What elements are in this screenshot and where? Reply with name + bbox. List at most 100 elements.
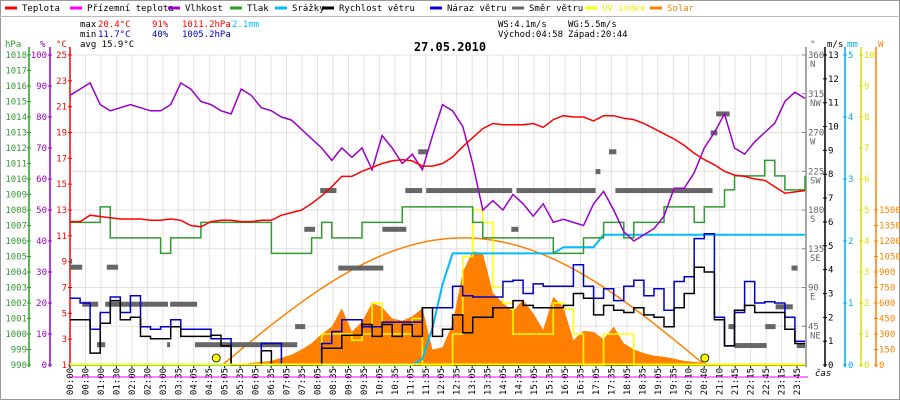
wind-direction-bar xyxy=(70,258,73,264)
legend-label: Náraz větru xyxy=(447,4,507,14)
stat-avg-temp: avg 15.9°C xyxy=(80,40,134,50)
legend-item-vlhkost: Vlhkost xyxy=(168,4,223,14)
wind-direction-bar xyxy=(167,342,171,348)
solar-tick-label: 0 xyxy=(879,361,884,371)
direction-tick-label: 360 xyxy=(808,51,824,61)
time-tick-label: 18:35 xyxy=(638,368,648,395)
legend-item-přízemní-teplota: Přízemní teplota xyxy=(70,4,174,14)
time-tick-label: 10:35 xyxy=(391,368,401,395)
time-tick-label: 11:05 xyxy=(406,368,416,395)
pressure-tick-label: 1011 xyxy=(5,160,27,170)
direction-compass-label: N xyxy=(810,60,815,70)
humidity-line xyxy=(69,81,806,242)
time-tick-label: 15:05 xyxy=(530,368,540,395)
pressure-tick-label: 1009 xyxy=(5,191,27,201)
legend-item-tlak: Tlak xyxy=(230,4,269,14)
time-tick-label: 04:35 xyxy=(205,368,215,395)
direction-compass-label: S xyxy=(810,215,815,225)
legend-label: Tlak xyxy=(247,4,269,14)
wind-tick-label: 13 xyxy=(828,51,839,61)
pressure-tick-label: 1018 xyxy=(5,51,27,61)
temperature-tick-label: 19 xyxy=(56,129,67,139)
humidity-tick-label: 90 xyxy=(36,82,47,92)
time-tick-label: 21:45 xyxy=(731,368,741,395)
pressure-tick-label: 1000 xyxy=(5,330,27,340)
solar-tick-label: 1500 xyxy=(879,206,900,216)
temperature-tick-label: 1 xyxy=(62,361,67,371)
direction-compass-label: SE xyxy=(810,254,821,264)
x-axis-label: čas xyxy=(815,368,831,379)
time-tick-label: 14:35 xyxy=(515,368,525,395)
time-tick-label: 07:35 xyxy=(298,368,308,395)
direction-tick-label: 315 xyxy=(808,90,824,100)
direction-tick-label: 225 xyxy=(808,167,824,177)
uv-tick-label: 2 xyxy=(864,299,869,309)
time-tick-label: 16:05 xyxy=(561,368,571,395)
pressure-tick-label: 1002 xyxy=(5,299,27,309)
wind-direction-bar xyxy=(511,226,519,232)
wind-direction-bar xyxy=(734,343,767,349)
wind-direction-bar xyxy=(728,324,736,330)
pressure-tick-label: 1005 xyxy=(5,253,27,263)
stat-min-humidity: 40% xyxy=(152,30,169,40)
solar-tick-label: 900 xyxy=(879,268,895,278)
solar-tick-label: 1200 xyxy=(879,237,900,247)
time-tick-label: 22:15 xyxy=(747,368,757,395)
rain-tick-label: 3 xyxy=(848,175,853,185)
time-tick-label: 13:35 xyxy=(484,368,494,395)
wind-tick-label: 9 xyxy=(828,146,833,156)
wind-direction-bar xyxy=(791,265,798,271)
time-tick-label: 08:35 xyxy=(329,368,339,395)
legend-item-rychlost-větru: Rychlost větru xyxy=(322,4,415,14)
stat-max-temp: 20.4°C xyxy=(98,20,131,30)
wind-tick-label: 3 xyxy=(828,289,833,299)
temperature-tick-label: 15 xyxy=(56,180,67,190)
wind-direction-bar xyxy=(609,149,617,155)
direction-compass-label: W xyxy=(810,138,816,148)
humidity-tick-label: 10 xyxy=(36,330,47,340)
humidity-tick-label: 20 xyxy=(36,299,47,309)
time-tick-label: 23:15 xyxy=(778,368,788,395)
uv-tick-label: 3 xyxy=(864,268,869,278)
humidity-tick-label: 50 xyxy=(36,206,47,216)
wind-direction-bar xyxy=(516,188,596,194)
direction-compass-label: E xyxy=(810,293,815,303)
wind-direction-bar xyxy=(716,111,730,117)
wind-direction-bar xyxy=(105,301,168,307)
legend-item-teplota: Teplota xyxy=(5,4,60,14)
wind-direction-bar xyxy=(338,265,384,271)
humidity-tick-label: 30 xyxy=(36,268,47,278)
time-tick-label: 20:40 xyxy=(700,368,710,395)
pressure-tick-label: 1015 xyxy=(5,98,27,108)
time-tick-label: 12:05 xyxy=(437,368,447,395)
time-tick-label: 20:10 xyxy=(685,368,695,395)
wind-speed-line xyxy=(70,266,805,366)
pressure-tick-label: 1004 xyxy=(5,268,27,278)
pressure-tick-label: 1017 xyxy=(5,67,27,77)
temperature-tick-label: 21 xyxy=(56,103,67,113)
solar-tick-label: 750 xyxy=(879,284,895,294)
wind-tick-label: 7 xyxy=(828,194,833,204)
direction-compass-label: NE xyxy=(810,331,821,341)
rain-tick-label: 2 xyxy=(848,237,853,247)
temperature-line xyxy=(70,114,806,228)
sunset-marker-icon xyxy=(700,353,710,363)
wind-tick-label: 5 xyxy=(828,242,833,252)
temperature-tick-label: 25 xyxy=(56,51,67,61)
wind-direction-bar xyxy=(418,149,428,155)
stat-sunrise: Východ:04:58 xyxy=(498,30,563,40)
wind-tick-label: 1 xyxy=(828,337,833,347)
direction-tick-label: 90 xyxy=(808,284,819,294)
pressure-tick-label: 1014 xyxy=(5,113,27,123)
wind-direction-bar xyxy=(426,188,513,194)
pressure-tick-label: 999 xyxy=(11,346,27,356)
legend-item-směr-větru: Směr větru xyxy=(512,4,583,14)
stat-max-label: max xyxy=(80,20,97,30)
temperature-tick-label: 17 xyxy=(56,154,67,164)
legend-item-solar: Solar xyxy=(650,4,695,14)
time-tick-label: 11:35 xyxy=(422,368,432,395)
rain-tick-label: 4 xyxy=(848,113,853,123)
pressure-tick-label: 998 xyxy=(11,361,27,371)
humidity-tick-label: 70 xyxy=(36,144,47,154)
direction-tick-label: 45 xyxy=(808,322,819,332)
